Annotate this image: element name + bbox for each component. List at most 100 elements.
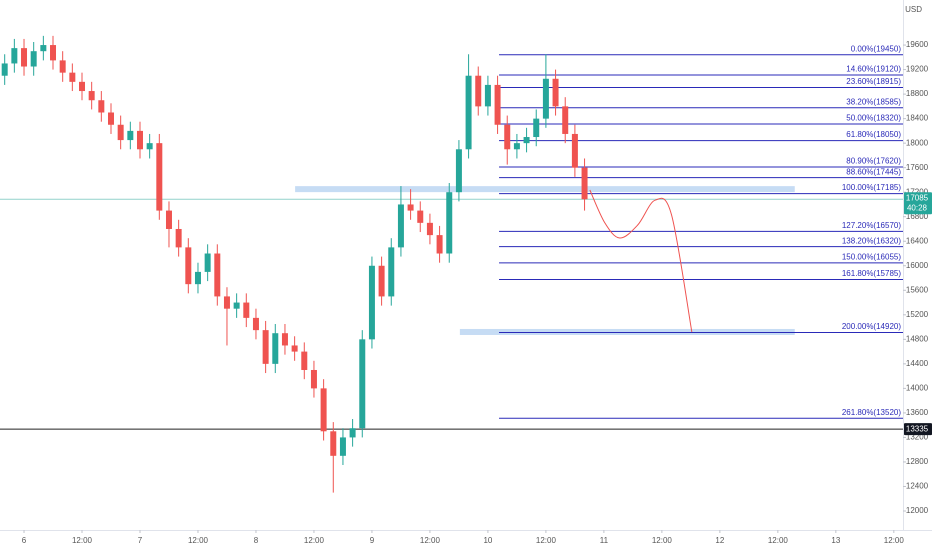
candle-body — [40, 45, 47, 52]
candle-body — [339, 437, 346, 456]
y-tick-label: 17600 — [906, 163, 929, 172]
candle-body — [117, 124, 124, 141]
hline-badge — [904, 423, 932, 436]
x-tick-label: 7 — [138, 536, 143, 545]
candle-body — [281, 333, 288, 346]
projection-path — [589, 189, 693, 333]
x-tick-label: 6 — [22, 536, 27, 545]
x-tick-label: 8 — [254, 536, 259, 545]
candle-body — [310, 369, 317, 389]
y-tick-label: 12400 — [906, 482, 929, 491]
y-tick-label: 16400 — [906, 236, 929, 245]
candle-body — [79, 81, 85, 92]
candle-body — [446, 192, 453, 254]
candle-body — [136, 130, 143, 150]
candle-body — [436, 235, 443, 254]
x-tick-label: 12 — [715, 536, 724, 545]
candle-body — [204, 253, 211, 272]
candle-body — [581, 167, 588, 200]
candle-body — [88, 91, 95, 101]
last-price-label: 17085 — [906, 193, 929, 202]
y-tick-label: 16800 — [906, 212, 929, 221]
candle-body — [455, 149, 462, 193]
candle-body — [11, 48, 18, 64]
candle-body — [1, 63, 8, 76]
x-tick-label: 10 — [483, 536, 492, 545]
fib-label: 38.20%(18585) — [846, 97, 901, 106]
candle-body — [407, 204, 414, 211]
candle-body — [291, 345, 298, 352]
candle-body — [272, 333, 279, 364]
x-tick-label: 12:00 — [72, 536, 93, 545]
candle-body — [426, 222, 433, 236]
x-tick-label: 12:00 — [420, 536, 441, 545]
fib-label: 161.80%(15785) — [842, 269, 901, 278]
y-tick-label: 13600 — [906, 408, 929, 417]
fib-label: 138.20%(16320) — [842, 236, 901, 245]
candle-body — [127, 130, 134, 141]
candle-body — [368, 265, 375, 340]
candle-body — [30, 51, 37, 67]
candle-body — [233, 302, 240, 309]
candle-body — [165, 210, 172, 229]
fib-label: 80.90%(17620) — [846, 157, 901, 166]
fib-label: 127.20%(16570) — [842, 221, 901, 230]
candle-body — [494, 84, 501, 125]
y-tick-label: 18400 — [906, 114, 929, 123]
y-tick-label: 15600 — [906, 285, 929, 294]
candle-body — [252, 317, 259, 331]
candle-body — [417, 210, 424, 223]
y-tick-label: 14400 — [906, 359, 929, 368]
candle-body — [223, 296, 230, 309]
candle-body — [349, 428, 356, 438]
fib-label: 61.80%(18050) — [846, 130, 901, 139]
y-tick-label: 19200 — [906, 65, 929, 74]
fib-label: 200.00%(14920) — [842, 322, 901, 331]
candle-body — [475, 75, 482, 107]
currency-label: USD — [905, 5, 922, 14]
y-tick-label: 14800 — [906, 334, 929, 343]
candle-body — [552, 78, 559, 107]
x-tick-label: 12:00 — [536, 536, 557, 545]
candle-body — [175, 228, 182, 248]
candle-body — [397, 204, 404, 248]
y-tick-label: 14000 — [906, 383, 929, 392]
candle-body — [523, 137, 530, 144]
candle-body — [388, 247, 395, 297]
y-tick-label: 18800 — [906, 89, 929, 98]
candle-body — [156, 143, 163, 211]
y-tick-label: 18000 — [906, 138, 929, 147]
y-tick-label: 16000 — [906, 261, 929, 270]
candle-body — [378, 265, 385, 297]
candle-body — [194, 271, 201, 285]
y-tick-label: 13200 — [906, 433, 929, 442]
y-tick-label: 12800 — [906, 457, 929, 466]
y-tick-label: 17200 — [906, 187, 929, 196]
candle-body — [50, 45, 57, 61]
last-price-badge — [904, 192, 932, 215]
zone — [295, 186, 795, 193]
x-tick-label: 11 — [600, 536, 609, 545]
candle-body — [504, 124, 511, 150]
countdown-label: 40:28 — [907, 203, 928, 212]
x-tick-label: 12:00 — [304, 536, 325, 545]
candle-body — [320, 388, 327, 432]
candle-body — [146, 143, 153, 150]
fib-label: 100.00%(17185) — [842, 183, 901, 192]
x-tick-label: 12:00 — [884, 536, 905, 545]
candle-body — [533, 118, 540, 138]
candle-body — [571, 133, 578, 168]
candle-body — [69, 72, 76, 82]
fib-label: 88.60%(17445) — [846, 167, 901, 176]
fib-label: 150.00%(16055) — [842, 253, 901, 262]
x-tick-label: 12:00 — [188, 536, 209, 545]
fib-label: 23.60%(18915) — [846, 77, 901, 86]
candle-body — [185, 247, 192, 285]
y-tick-label: 15200 — [906, 310, 929, 319]
x-tick-label: 9 — [370, 536, 375, 545]
candle-body — [359, 339, 366, 429]
candle-body — [21, 48, 28, 67]
y-tick-label: 19600 — [906, 40, 929, 49]
